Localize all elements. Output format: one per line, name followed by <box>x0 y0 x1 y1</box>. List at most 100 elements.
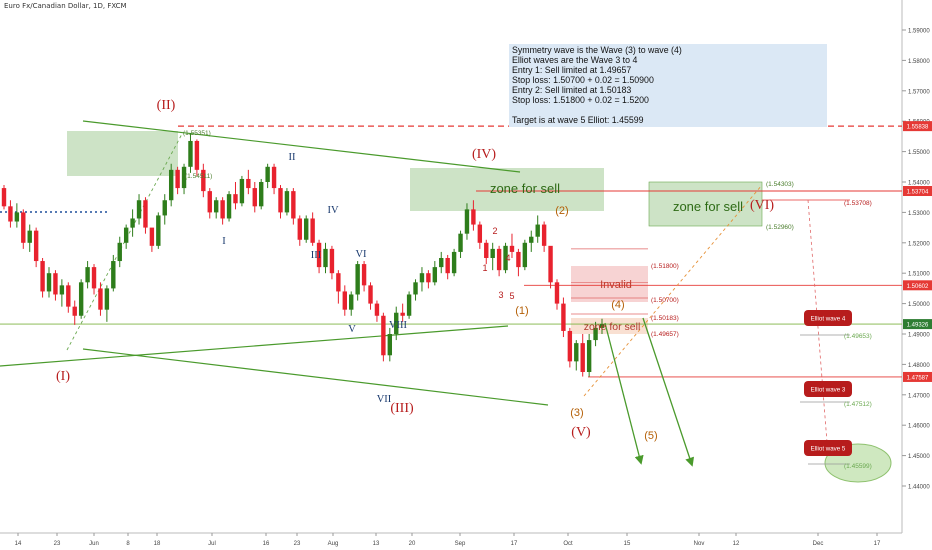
candle-body <box>490 248 495 258</box>
candle-body <box>509 245 515 252</box>
zone-label-middle: zone for sell <box>490 181 560 196</box>
candle-body <box>72 306 77 316</box>
wave5-arrow-left <box>604 322 644 465</box>
level-value-label: (1.50700) <box>651 297 679 304</box>
wave-label-roman: III <box>311 250 322 261</box>
level-value-label: (1.45599) <box>844 463 872 470</box>
candle-body <box>387 334 393 356</box>
candle-body <box>316 242 322 268</box>
candle-body <box>593 327 598 341</box>
trade-plan-note: Symmetry wave is the Wave (3) to wave (4… <box>509 44 827 127</box>
wave-label-major: (VI) <box>750 198 774 213</box>
y-tick-label: 1.55000 <box>908 150 930 156</box>
wave-label-degree: (5) <box>644 430 657 442</box>
wave-label-minor: 4 <box>505 253 510 263</box>
x-tick-label: 13 <box>373 541 380 547</box>
y-tick-label: 1.49000 <box>908 333 930 339</box>
candle-body <box>329 248 335 274</box>
candle-body <box>471 209 476 225</box>
wave-label-degree: (2) <box>555 205 568 217</box>
candle-body <box>136 200 142 219</box>
candle-body <box>381 315 386 356</box>
y-tick-label: 1.45000 <box>908 454 930 460</box>
candle-body <box>233 194 238 204</box>
candle-body <box>297 218 302 240</box>
candle-body <box>201 169 206 192</box>
price-tag-label: 1.47587 <box>907 375 929 381</box>
candle-body <box>548 245 553 283</box>
candle-body <box>342 291 347 310</box>
candle-body <box>516 251 521 268</box>
candle-body <box>445 258 450 274</box>
price-tag-bg <box>903 121 932 132</box>
x-tick-label: 17 <box>874 541 881 547</box>
candle-body <box>278 188 283 213</box>
price-tag-bg <box>903 185 932 196</box>
x-tick-label: 14 <box>15 541 22 547</box>
candle-body <box>271 166 277 189</box>
invalid-zone <box>571 266 648 302</box>
level-value-label: (1.49653) <box>844 333 872 340</box>
trade-plan-line: Symmetry wave is the Wave (3) to wave (4… <box>512 45 682 55</box>
y-tick-label: 1.44000 <box>908 485 930 491</box>
wave-label-major: (II) <box>157 98 176 113</box>
candle-body <box>439 258 444 268</box>
y-tick-label: 1.58000 <box>908 59 930 65</box>
trade-plan-line <box>512 105 824 115</box>
candle-body <box>419 273 425 283</box>
y-tick-label: 1.54000 <box>908 181 930 187</box>
candle-body <box>220 200 225 219</box>
wave-label-roman: II <box>289 152 296 163</box>
wave-label-roman: VII <box>377 394 392 405</box>
candle-body <box>374 303 380 316</box>
sell-zone-top-left <box>67 131 178 176</box>
x-tick-label: Aug <box>328 541 339 547</box>
wave-label-roman: VIII <box>389 320 408 331</box>
price-tag-bg <box>903 319 932 330</box>
candle-body <box>259 182 264 207</box>
y-tick-label: 1.46000 <box>908 424 930 430</box>
candle-body <box>477 224 483 243</box>
level-value-label: (1.47512) <box>844 401 872 408</box>
chart-title: Euro Fx/Canadian Dollar, 1D, FXCM <box>4 2 127 10</box>
candle-body <box>503 245 508 271</box>
candle-body <box>143 200 148 228</box>
candle-body <box>541 224 547 246</box>
price-tag-label: 1.50602 <box>907 284 929 290</box>
level-value-label: (1.54511) <box>185 173 212 180</box>
elliot-bubble <box>804 440 852 456</box>
y-tick-label: 1.57000 <box>908 89 930 95</box>
wave-label-major: (III) <box>390 401 414 416</box>
x-tick-label: Dec <box>813 541 824 547</box>
elliot-bubble-label: Elliot wave 4 <box>811 316 846 323</box>
candle-body <box>252 188 257 207</box>
x-tick-label: 18 <box>154 541 161 547</box>
candle-body <box>194 140 200 170</box>
candle-body <box>426 273 431 283</box>
wave5-arrow-right <box>642 317 695 467</box>
elliot-bubble-label: Elliot wave 3 <box>811 387 846 394</box>
candle-body <box>213 200 219 213</box>
y-tick-label: 1.52000 <box>908 241 930 247</box>
candle-body <box>561 303 566 331</box>
wave-label-minor: 5 <box>509 291 514 301</box>
candle-body <box>104 288 110 310</box>
candle-body <box>207 191 212 213</box>
wave-label-degree: (3) <box>570 407 583 419</box>
price-tag-bg <box>903 371 932 382</box>
candle-body <box>522 242 528 268</box>
candle-body <box>574 343 579 362</box>
candle-body <box>529 236 534 243</box>
candle-body <box>284 191 290 213</box>
candle-body <box>27 230 32 243</box>
candle-body <box>85 267 90 283</box>
candle-body <box>432 267 438 283</box>
candle-body <box>586 340 592 372</box>
x-tick-label: Sep <box>455 541 466 547</box>
sell-zone-right <box>648 181 763 227</box>
invalid-label: Invalid <box>600 279 632 291</box>
wave-label-minor: 2 <box>492 226 497 236</box>
elliot-bubble <box>804 381 852 397</box>
candle-body <box>580 343 585 372</box>
